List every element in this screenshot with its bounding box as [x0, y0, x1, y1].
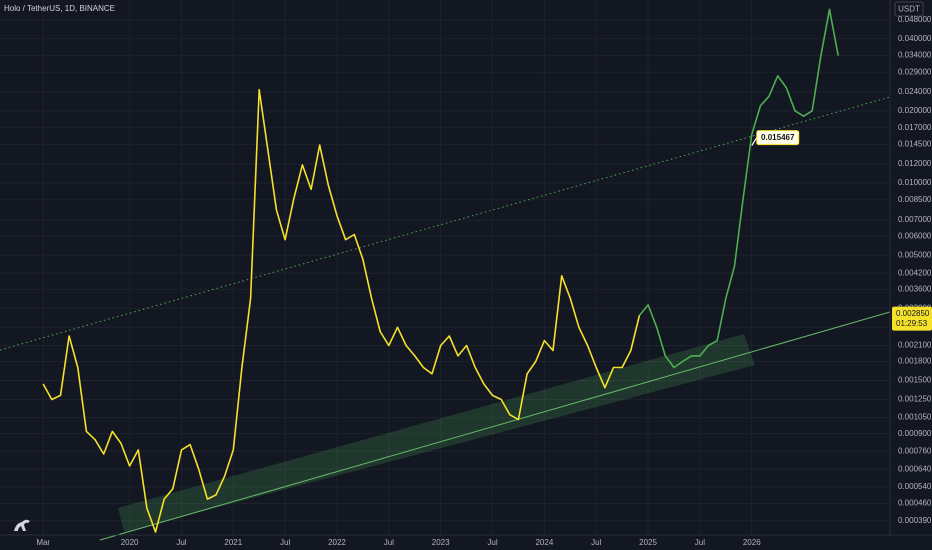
x-tick-label: Mar: [36, 538, 50, 547]
annotation-pointer: [751, 137, 758, 146]
x-tick-label: Jul: [176, 538, 186, 547]
last-price-badge: [892, 306, 932, 331]
y-tick-label: 0.006000: [898, 231, 932, 240]
x-tick-label: Jul: [487, 538, 497, 547]
chart-title: Holo / TetherUS, 1D, BINANCE: [4, 4, 115, 13]
y-tick-label: 0.048000: [898, 15, 932, 24]
x-tick-label: 2022: [328, 538, 346, 547]
y-tick-label: 0.010000: [898, 178, 932, 187]
y-tick-label: 0.012000: [898, 159, 932, 168]
x-tick-label: Jul: [280, 538, 290, 547]
tradingview-logo: [14, 519, 30, 531]
price-line: [638, 8, 839, 369]
y-tick-label: 0.002100: [898, 341, 932, 350]
grid: [0, 0, 890, 535]
annotation-label: 0.015467: [761, 133, 795, 142]
unit-box[interactable]: [894, 1, 924, 17]
y-tick-label: 0.001250: [898, 395, 932, 404]
y-tick-label: 0.008500: [898, 195, 932, 204]
annotation-box: [756, 130, 800, 146]
plot: [42, 8, 839, 533]
y-tick-label: 0.024000: [898, 87, 932, 96]
unit-label[interactable]: USDT: [898, 5, 920, 14]
y-tick-label: 0.001050: [898, 413, 932, 422]
x-tick-label: Jul: [591, 538, 601, 547]
y-tick-label: 0.005000: [898, 250, 932, 259]
x-tick-label: 2024: [535, 538, 553, 547]
y-tick-label: 0.000760: [898, 446, 932, 455]
countdown-label: 01:29:53: [896, 319, 928, 328]
y-tick-label: 0.014500: [898, 139, 932, 148]
y-tick-label: 0.029000: [898, 67, 932, 76]
channel-band: [118, 334, 755, 532]
y-tick-label: 0.000390: [898, 516, 932, 525]
last-price-label: 0.002850: [896, 309, 930, 318]
x-tick-label: Jul: [384, 538, 394, 547]
y-tick-label: 0.000460: [898, 499, 932, 508]
y-tick-label: 0.000540: [898, 482, 932, 491]
x-tick-label: 2025: [639, 538, 657, 547]
y-tick-label: 0.017000: [898, 123, 932, 132]
y-tick-label: 0.034000: [898, 51, 932, 60]
x-tick-label: 2023: [432, 538, 450, 547]
y-tick-label: 0.004200: [898, 268, 932, 277]
y-tick-label: 0.000640: [898, 464, 932, 473]
y-tick-label: 0.007000: [898, 215, 932, 224]
x-tick-label: 2021: [224, 538, 242, 547]
y-tick-label: 0.020000: [898, 106, 932, 115]
x-tick-label: 2020: [121, 538, 139, 547]
y-tick-label: 0.040000: [898, 34, 932, 43]
y-tick-label: 0.003600: [898, 284, 932, 293]
dotted-trendline: [0, 96, 891, 351]
y-tick-label: 0.000900: [898, 429, 932, 438]
x-tick-label: 2026: [743, 538, 761, 547]
price-line: [42, 88, 641, 533]
support-trendline: [99, 311, 891, 541]
x-tick-label: Jul: [695, 538, 705, 547]
y-tick-label: 0.001800: [898, 357, 932, 366]
y-tick-label: 0.001500: [898, 376, 932, 385]
